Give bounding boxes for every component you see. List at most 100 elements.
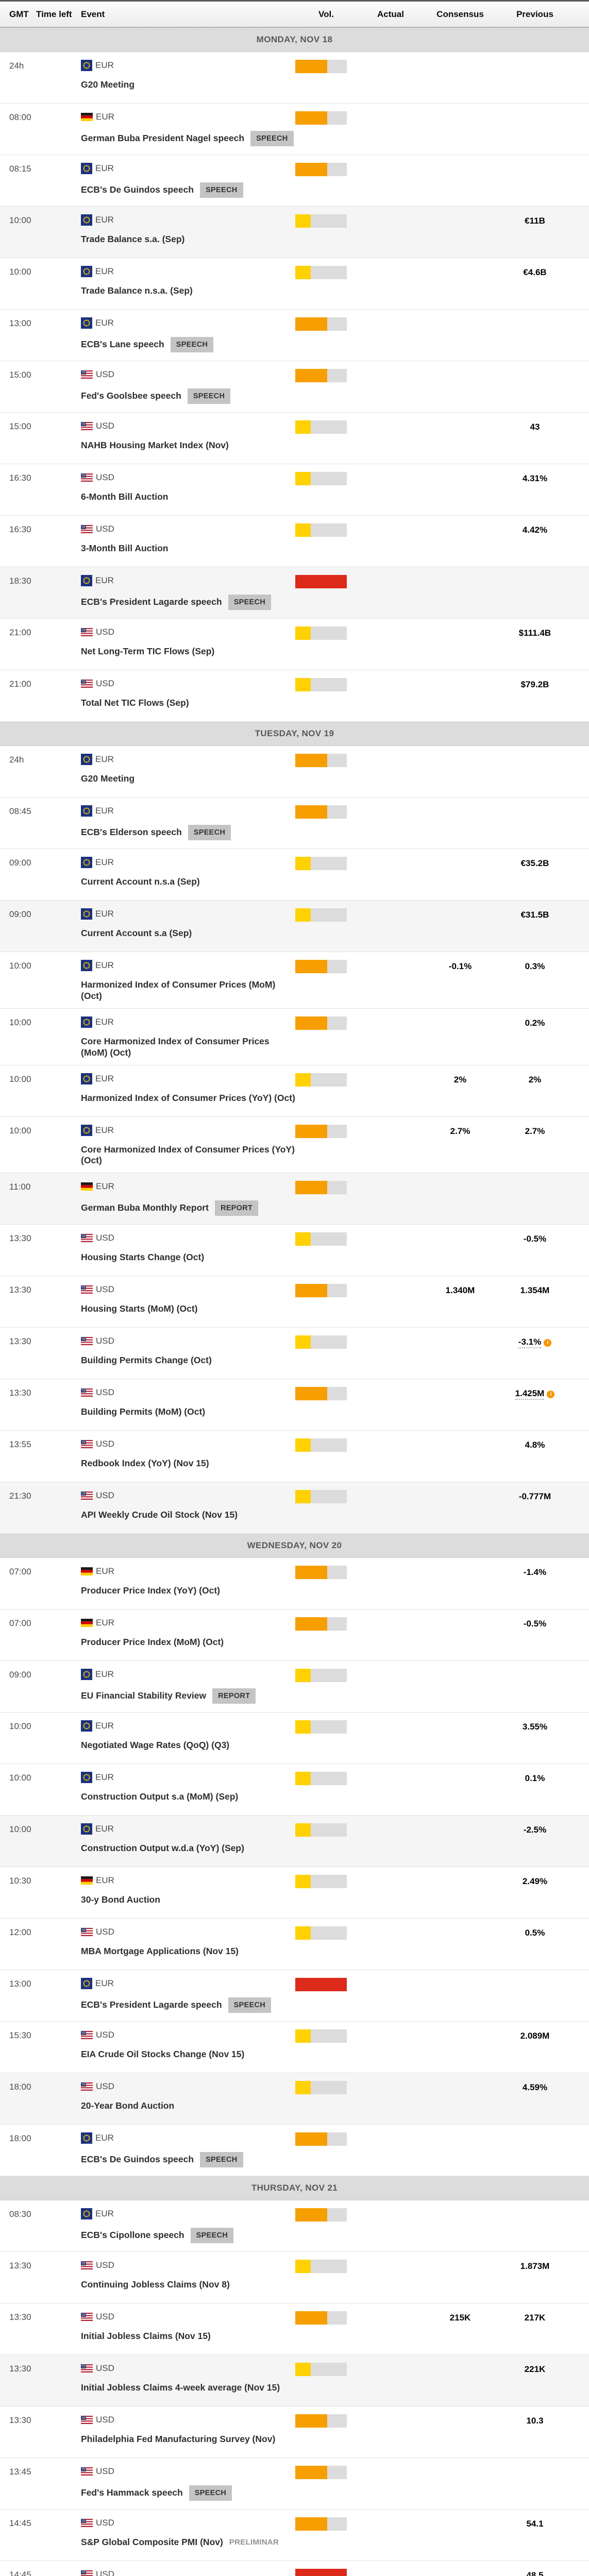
us-flag-icon: [81, 473, 93, 482]
event-cell: EUR G20 Meeting: [81, 754, 295, 791]
previous-value: [496, 1181, 574, 1218]
event-time: 13:30: [9, 1233, 31, 1244]
speech-badge: SPEECH: [228, 1997, 272, 2013]
consensus-value: [424, 111, 496, 148]
column-header-previous: Previous: [516, 9, 553, 19]
event-row[interactable]: 12:00 USD MBA Mortgage Applications (Nov…: [0, 1919, 589, 1971]
event-row[interactable]: 18:00 EUR ECB's De Guindos speech SPEECH: [0, 2125, 589, 2177]
event-row[interactable]: 10:00 EUR Construction Output s.a (MoM) …: [0, 1764, 589, 1816]
event-row[interactable]: 10:00 EUR Construction Output w.d.a (YoY…: [0, 1816, 589, 1868]
actual-value: [357, 60, 424, 97]
event-row[interactable]: 24h EUR G20 Meeting: [0, 52, 589, 104]
event-cell: EUR ECB's President Lagarde speech SPEECH: [81, 1978, 295, 2015]
event-row[interactable]: 13:45 USD Fed's Hammack speech SPEECH: [0, 2458, 589, 2510]
event-row[interactable]: 24h EUR G20 Meeting: [0, 746, 589, 798]
info-icon[interactable]: i: [547, 1390, 555, 1398]
event-currency: USD: [81, 2029, 295, 2041]
event-row[interactable]: 21:30 USD API Weekly Crude Oil Stock (No…: [0, 1482, 589, 1534]
actual-value: [357, 1720, 424, 1757]
previous-value: 2.7%: [525, 1126, 545, 1136]
event-row[interactable]: 21:00 USD Net Long-Term TIC Flows (Sep) …: [0, 619, 589, 670]
event-row[interactable]: 10:00 EUR Harmonized Index of Consumer P…: [0, 952, 589, 1009]
actual-value: [357, 626, 424, 664]
event-row[interactable]: 13:55 USD Redbook Index (YoY) (Nov 15) 4…: [0, 1431, 589, 1483]
event-time: 13:30: [9, 2415, 31, 2426]
event-time: 21:00: [9, 679, 31, 689]
previous-value: 0.2%: [525, 1018, 545, 1028]
currency-code: EUR: [96, 1875, 114, 1886]
event-row[interactable]: 13:30 USD Philadelphia Fed Manufacturing…: [0, 2406, 589, 2459]
event-row[interactable]: 09:00 EUR Current Account n.s.a (Sep) €3…: [0, 849, 589, 901]
actual-value: [357, 1566, 424, 1603]
event-cell: EUR German Buba President Nagel speech SP…: [81, 111, 295, 148]
info-icon[interactable]: i: [544, 1338, 552, 1347]
event-row[interactable]: 16:30 USD 6-Month Bill Auction 4.31%: [0, 464, 589, 516]
consensus-value: [424, 420, 496, 457]
us-flag-icon: [81, 2082, 93, 2091]
event-row[interactable]: 13:30 USD Initial Jobless Claims 4-week …: [0, 2355, 589, 2407]
event-row[interactable]: 08:00 EUR German Buba President Nagel sp…: [0, 104, 589, 155]
volatility-cell: [295, 266, 357, 303]
volatility-cell: [295, 1181, 357, 1218]
event-currency: USD: [81, 2311, 295, 2323]
event-row[interactable]: 10:00 EUR Trade Balance n.s.a. (Sep) €4.…: [0, 258, 589, 310]
consensus-value: [424, 1617, 496, 1654]
event-row[interactable]: 08:15 EUR ECB's De Guindos speech SPEECH: [0, 155, 589, 207]
us-flag-icon: [81, 1440, 93, 1449]
event-row[interactable]: 08:30 EUR ECB's Cipollone speech SPEECH: [0, 2200, 589, 2252]
consensus-value: [424, 2132, 496, 2170]
event-row[interactable]: 10:00 EUR Negotiated Wage Rates (QoQ) (Q…: [0, 1713, 589, 1765]
event-row[interactable]: 09:00 EUR Current Account s.a (Sep) €31.…: [0, 901, 589, 952]
volatility-bar: [295, 1978, 347, 1992]
previous-value: 4.59%: [522, 2082, 548, 2093]
volatility-cell: [295, 2466, 357, 2503]
previous-value: [496, 111, 574, 148]
consensus-value: [424, 805, 496, 842]
event-row[interactable]: 13:30 USD Continuing Jobless Claims (Nov…: [0, 2252, 589, 2304]
event-row[interactable]: 10:00 EUR Harmonized Index of Consumer P…: [0, 1065, 589, 1117]
currency-code: USD: [96, 1439, 114, 1449]
actual-value: [357, 523, 424, 561]
event-row[interactable]: 13:00 EUR ECB's Lane speech SPEECH: [0, 310, 589, 361]
event-cell: USD 6-Month Bill Auction: [81, 472, 295, 509]
event-row[interactable]: 18:00 USD 20-Year Bond Auction 4.59%: [0, 2073, 589, 2125]
event-row[interactable]: 10:00 EUR Trade Balance s.a. (Sep) €11B: [0, 207, 589, 258]
previous-value: 0.5%: [525, 1928, 545, 1938]
event-row[interactable]: 10:00 EUR Core Harmonized Index of Consu…: [0, 1008, 589, 1065]
event-title: EU Financial Stability Review REPORT: [81, 1688, 295, 1704]
currency-code: USD: [96, 369, 114, 379]
event-row[interactable]: 14:45 USD S&P Global Manufacturing PMI (…: [0, 2561, 589, 2576]
consensus-value: [424, 678, 496, 715]
event-cell: USD API Weekly Crude Oil Stock (Nov 15): [81, 1490, 295, 1527]
volatility-bar: [295, 1875, 347, 1889]
volatility-cell: [295, 1823, 357, 1860]
event-row[interactable]: 13:30 USD Housing Starts Change (Oct) -0…: [0, 1225, 589, 1277]
event-row[interactable]: 15:00 USD NAHB Housing Market Index (Nov…: [0, 413, 589, 464]
event-row[interactable]: 08:45 EUR ECB's Elderson speech SPEECH: [0, 798, 589, 849]
event-row[interactable]: 15:00 USD Fed's Goolsbee speech SPEECH: [0, 361, 589, 413]
event-row[interactable]: 07:00 EUR Producer Price Index (YoY) (Oc…: [0, 1558, 589, 1610]
event-row[interactable]: 10:30 EUR 30-y Bond Auction 2.49%: [0, 1867, 589, 1919]
event-row[interactable]: 11:00 EUR German Buba Monthly Report REPO…: [0, 1173, 589, 1225]
event-row[interactable]: 13:30 USD Building Permits Change (Oct) …: [0, 1328, 589, 1380]
event-cell: USD 3-Month Bill Auction: [81, 523, 295, 561]
volatility-cell: [295, 163, 357, 200]
consensus-value: [424, 1772, 496, 1809]
actual-value: [357, 1772, 424, 1809]
previous-value: 1.425M i: [496, 1387, 574, 1424]
currency-code: EUR: [96, 112, 114, 122]
event-row[interactable]: 09:00 EUR EU Financial Stability Review R…: [0, 1661, 589, 1713]
event-row[interactable]: 10:00 EUR Core Harmonized Index of Consu…: [0, 1116, 589, 1174]
speech-badge: SPEECH: [188, 825, 231, 841]
event-row[interactable]: 21:00 USD Total Net TIC Flows (Sep) $79.…: [0, 670, 589, 722]
event-row[interactable]: 14:45 USD S&P Global Composite PMI (Nov)…: [0, 2510, 589, 2562]
event-row[interactable]: 07:00 EUR Producer Price Index (MoM) (Oc…: [0, 1609, 589, 1662]
event-row[interactable]: 16:30 USD 3-Month Bill Auction 4.42%: [0, 516, 589, 567]
event-row[interactable]: 13:30 USD Housing Starts (MoM) (Oct) 1.3…: [0, 1276, 589, 1328]
event-row[interactable]: 13:30 USD Building Permits (MoM) (Oct) 1…: [0, 1379, 589, 1431]
event-row[interactable]: 18:30 EUR ECB's President Lagarde speech…: [0, 567, 589, 619]
event-row[interactable]: 15:30 USD EIA Crude Oil Stocks Change (N…: [0, 2022, 589, 2074]
event-row[interactable]: 13:00 EUR ECB's President Lagarde speech…: [0, 1970, 589, 2022]
event-row[interactable]: 13:30 USD Initial Jobless Claims (Nov 15…: [0, 2303, 589, 2355]
us-flag-icon: [81, 1492, 93, 1500]
